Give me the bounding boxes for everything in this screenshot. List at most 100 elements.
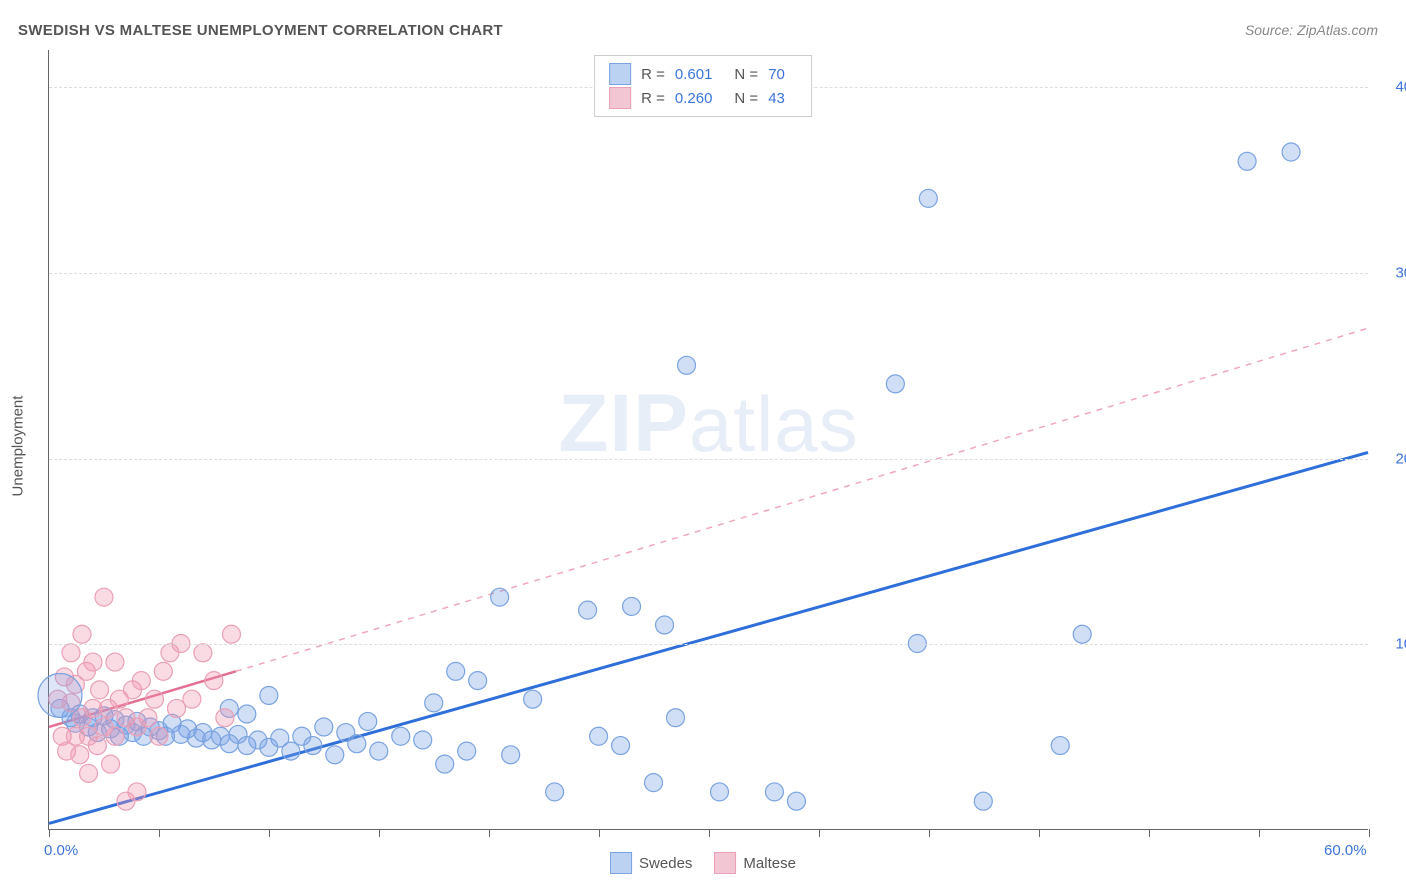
r-value-swedes: 0.601 [675, 66, 713, 83]
plot-svg [49, 50, 1368, 829]
scatter-point-swedes [1238, 152, 1256, 170]
scatter-point-swedes [282, 742, 300, 760]
scatter-point-swedes [1051, 737, 1069, 755]
correlation-legend: R = 0.601 N = 70 R = 0.260 N = 43 [594, 55, 812, 117]
scatter-point-swedes [469, 672, 487, 690]
scatter-point-swedes [304, 737, 322, 755]
scatter-point-swedes [458, 742, 476, 760]
chart-title: SWEDISH VS MALTESE UNEMPLOYMENT CORRELAT… [18, 22, 503, 39]
scatter-point-maltese [132, 672, 150, 690]
scatter-point-swedes [590, 727, 608, 745]
scatter-point-swedes [612, 737, 630, 755]
scatter-point-maltese [106, 727, 124, 745]
swatch-maltese [609, 87, 631, 109]
x-tick-label: 60.0% [1324, 842, 1367, 859]
x-tick [1039, 829, 1040, 837]
legend-label-maltese: Maltese [743, 855, 796, 872]
scatter-point-maltese [216, 709, 234, 727]
x-tick [159, 829, 160, 837]
gridline-h [49, 644, 1368, 645]
legend-label-swedes: Swedes [639, 855, 692, 872]
scatter-point-maltese [80, 764, 98, 782]
scatter-point-swedes [678, 356, 696, 374]
x-tick-label: 0.0% [44, 842, 78, 859]
x-tick [489, 829, 490, 837]
scatter-point-swedes [326, 746, 344, 764]
scatter-point-swedes [974, 792, 992, 810]
scatter-point-maltese [222, 625, 240, 643]
legend-row-maltese: R = 0.260 N = 43 [609, 86, 797, 110]
scatter-point-maltese [150, 727, 168, 745]
scatter-point-swedes [425, 694, 443, 712]
x-tick [1149, 829, 1150, 837]
scatter-point-swedes [1282, 143, 1300, 161]
y-tick-label: 10.0% [1378, 636, 1406, 653]
swatch-swedes-icon [610, 852, 632, 874]
scatter-point-swedes [502, 746, 520, 764]
y-tick-label: 20.0% [1378, 450, 1406, 467]
n-value-maltese: 43 [768, 90, 785, 107]
scatter-point-maltese [71, 746, 89, 764]
scatter-point-swedes [524, 690, 542, 708]
scatter-point-swedes [238, 705, 256, 723]
scatter-point-swedes [623, 597, 641, 615]
scatter-point-swedes [491, 588, 509, 606]
source-attribution: Source: ZipAtlas.com [1245, 22, 1378, 38]
x-tick [269, 829, 270, 837]
scatter-point-maltese [88, 737, 106, 755]
scatter-point-swedes [348, 735, 366, 753]
scatter-point-maltese [62, 644, 80, 662]
scatter-point-swedes [370, 742, 388, 760]
x-tick [379, 829, 380, 837]
plot-area: ZIPatlas 10.0%20.0%30.0%40.0%0.0%60.0% [48, 50, 1368, 830]
y-tick-label: 40.0% [1378, 79, 1406, 96]
fit-line-swedes [49, 452, 1368, 823]
scatter-point-swedes [447, 662, 465, 680]
r-value-maltese: 0.260 [675, 90, 713, 107]
y-tick-label: 30.0% [1378, 264, 1406, 281]
y-axis-label: Unemployment [10, 396, 27, 497]
scatter-point-swedes [546, 783, 564, 801]
scatter-point-swedes [645, 774, 663, 792]
scatter-point-maltese [95, 588, 113, 606]
scatter-point-maltese [205, 672, 223, 690]
x-tick [49, 829, 50, 837]
n-label: N = [734, 90, 758, 107]
scatter-point-swedes [787, 792, 805, 810]
n-value-swedes: 70 [768, 66, 785, 83]
scatter-point-swedes [656, 616, 674, 634]
scatter-point-maltese [128, 783, 146, 801]
n-label: N = [734, 66, 758, 83]
scatter-point-swedes [260, 686, 278, 704]
legend-item-swedes: Swedes [610, 852, 692, 874]
r-label: R = [641, 90, 665, 107]
x-tick [1369, 829, 1370, 837]
scatter-point-maltese [91, 681, 109, 699]
scatter-point-swedes [710, 783, 728, 801]
legend-row-swedes: R = 0.601 N = 70 [609, 62, 797, 86]
x-tick [1259, 829, 1260, 837]
scatter-point-maltese [73, 625, 91, 643]
scatter-point-swedes [392, 727, 410, 745]
scatter-point-swedes [579, 601, 597, 619]
series-legend: Swedes Maltese [610, 852, 796, 874]
gridline-h [49, 459, 1368, 460]
x-tick [929, 829, 930, 837]
scatter-point-swedes [414, 731, 432, 749]
chart-container: SWEDISH VS MALTESE UNEMPLOYMENT CORRELAT… [0, 0, 1406, 892]
scatter-point-maltese [183, 690, 201, 708]
scatter-point-maltese [106, 653, 124, 671]
r-label: R = [641, 66, 665, 83]
scatter-point-swedes [1073, 625, 1091, 643]
x-tick [709, 829, 710, 837]
swatch-maltese-icon [714, 852, 736, 874]
scatter-point-maltese [84, 653, 102, 671]
legend-item-maltese: Maltese [714, 852, 796, 874]
scatter-point-swedes [667, 709, 685, 727]
scatter-point-maltese [194, 644, 212, 662]
large-marker [38, 673, 82, 717]
scatter-point-swedes [359, 712, 377, 730]
swatch-swedes [609, 63, 631, 85]
scatter-point-swedes [765, 783, 783, 801]
scatter-point-swedes [436, 755, 454, 773]
